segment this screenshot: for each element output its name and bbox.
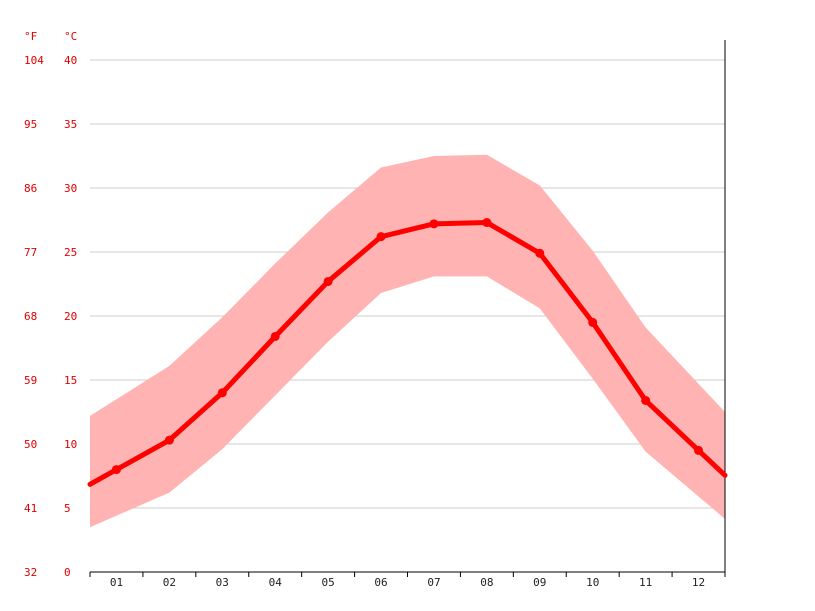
y-axis-ticks: 0 32 5 41 10 50 15 59 20 68 25 77 30 86 35 95 40 104	[24, 54, 77, 579]
y-tick-label-c: 0	[64, 566, 71, 579]
data-point	[111, 465, 121, 475]
data-point	[482, 218, 492, 228]
y-tick-label-f: 32	[24, 566, 37, 579]
data-point	[535, 248, 545, 258]
y-tick-label-c: 40	[64, 54, 77, 67]
data-point	[641, 395, 651, 405]
unit-celsius-label: °C	[64, 30, 77, 43]
y-tick-label-f: 41	[24, 502, 37, 515]
y-tick-label-c: 5	[64, 502, 71, 515]
y-tick-label-f: 68	[24, 310, 37, 323]
x-tick-label: 12	[692, 576, 705, 589]
x-tick-label: 07	[427, 576, 440, 589]
unit-fahrenheit-label: °F	[24, 30, 37, 43]
x-tick-label: 02	[163, 576, 176, 589]
y-tick-label-c: 20	[64, 310, 77, 323]
temperature-range-band	[90, 154, 725, 528]
y-tick-label-c: 10	[64, 438, 77, 451]
x-tick-label: 11	[639, 576, 652, 589]
data-point	[217, 388, 227, 398]
x-axis-ticks: 01 02 03 04 05 06 07 08 09 10 11 12	[89, 572, 726, 589]
x-tick-label: 05	[322, 576, 335, 589]
data-point	[376, 232, 386, 242]
data-point	[429, 219, 439, 229]
x-tick-label: 04	[269, 576, 283, 589]
temperature-range-area	[90, 154, 725, 528]
x-tick-label: 03	[216, 576, 229, 589]
x-tick-label: 09	[533, 576, 546, 589]
y-tick-label-f: 50	[24, 438, 37, 451]
x-tick-label: 08	[480, 576, 493, 589]
y-tick-label-f: 86	[24, 182, 37, 195]
data-point	[164, 435, 174, 445]
x-tick-label: 06	[374, 576, 387, 589]
y-tick-label-c: 35	[64, 118, 77, 131]
average-temperature-line	[87, 218, 728, 487]
y-tick-label-f: 95	[24, 118, 37, 131]
y-tick-label-f: 59	[24, 374, 37, 387]
y-tick-label-c: 15	[64, 374, 77, 387]
y-tick-label-f: 77	[24, 246, 37, 259]
y-tick-label-c: 25	[64, 246, 77, 259]
data-point	[323, 276, 333, 286]
data-point	[270, 331, 280, 341]
x-tick-label: 01	[110, 576, 123, 589]
y-tick-label-f: 104	[24, 54, 44, 67]
data-point	[694, 445, 704, 455]
average-temperature-path	[87, 220, 728, 487]
x-tick-label: 10	[586, 576, 599, 589]
data-point	[588, 317, 598, 327]
y-tick-label-c: 30	[64, 182, 77, 195]
